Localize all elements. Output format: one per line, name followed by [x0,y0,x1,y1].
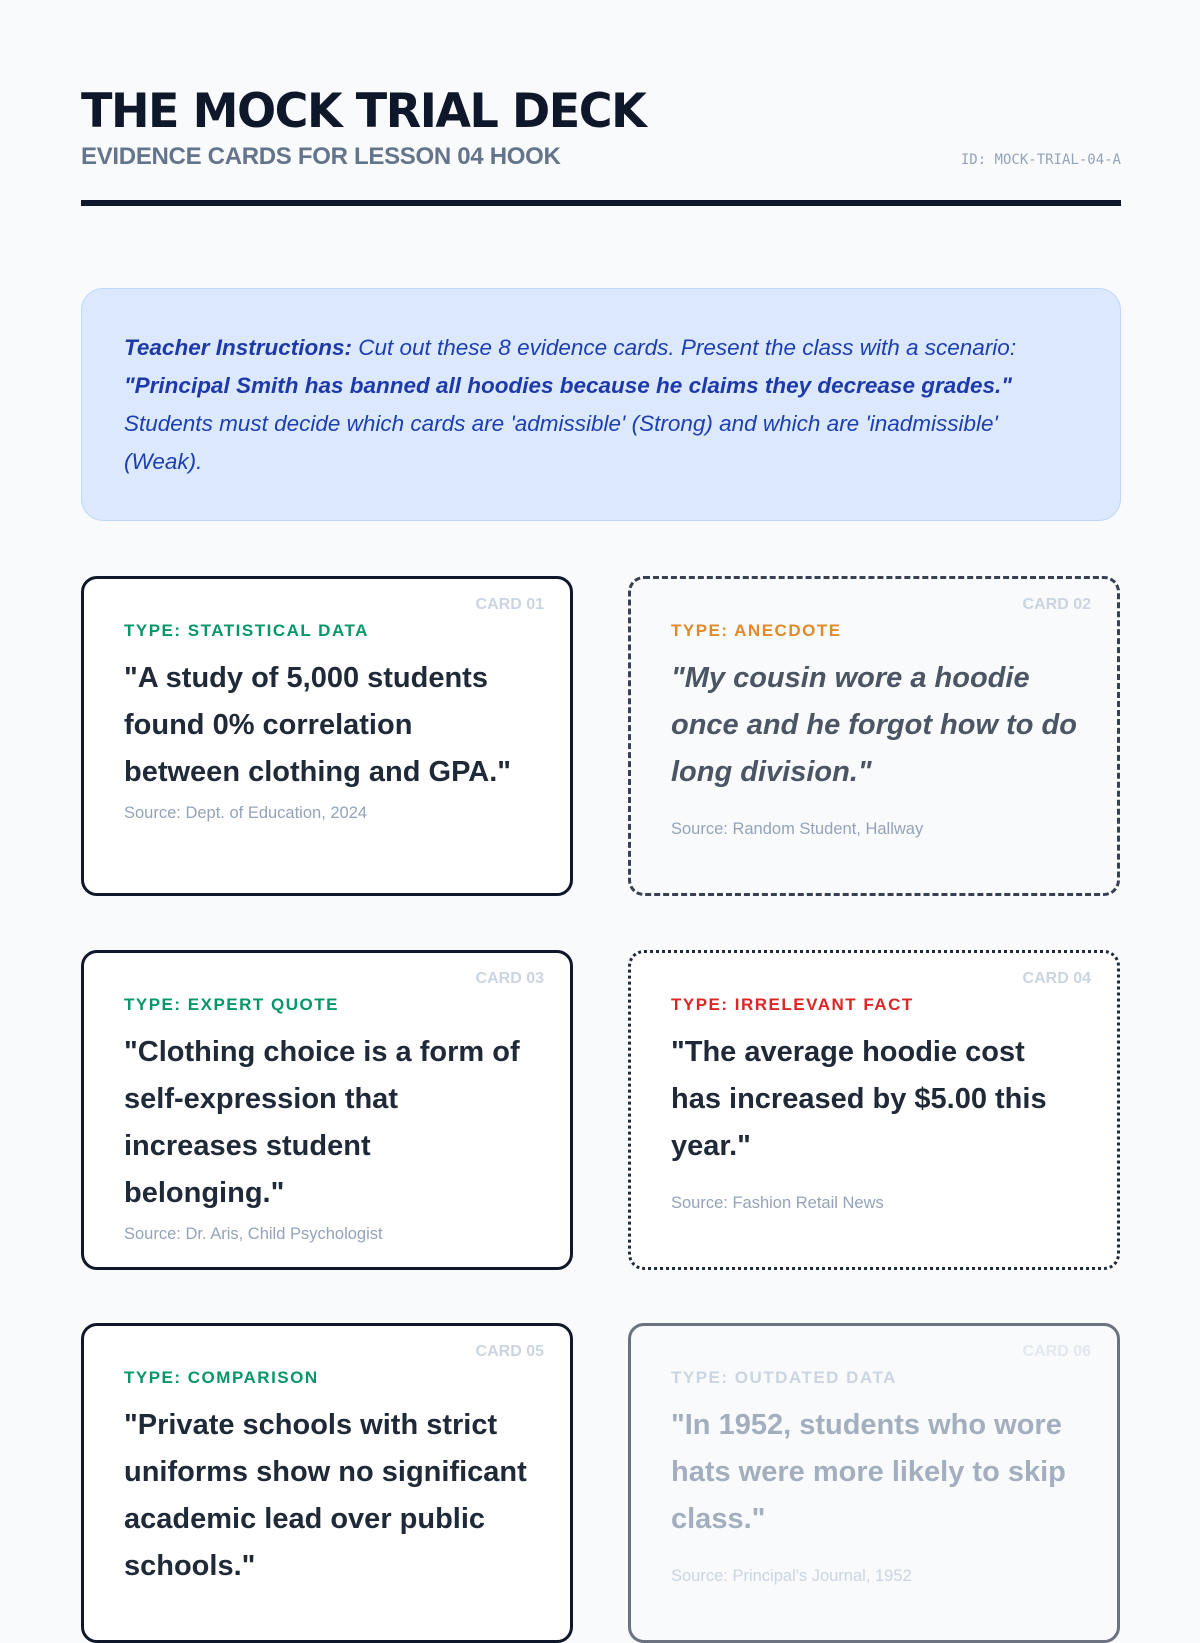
evidence-card-01: CARD 01 TYPE: STATISTICAL DATA "A study … [81,576,573,896]
card-type: TYPE: OUTDATED DATA [671,1368,897,1387]
card-source: Source: Fashion Retail News [671,1194,884,1212]
instructions-text: Cut out these 8 evidence cards. Present … [351,335,1017,360]
card-type: TYPE: STATISTICAL DATA [124,621,369,640]
header-divider [81,200,1121,206]
evidence-card-02: CARD 02 TYPE: ANECDOTE "My cousin wore a… [628,576,1120,896]
evidence-card-03: CARD 03 TYPE: EXPERT QUOTE "Clothing cho… [81,950,573,1270]
evidence-card-04: CARD 04 TYPE: IRRELEVANT FACT "The avera… [628,950,1120,1270]
document-id: ID: MOCK-TRIAL-04-A [960,152,1121,168]
teacher-instructions: Teacher Instructions: Cut out these 8 ev… [81,288,1121,521]
instructions-scenario: "Principal Smith has banned all hoodies … [124,373,1012,398]
card-source: Source: Dept. of Education, 2024 [124,804,368,822]
card-quote: "Clothing choice is a form of self-expre… [124,1036,520,1209]
card-number: CARD 06 [1022,1343,1091,1360]
card-number: CARD 02 [1022,596,1091,613]
card-number: CARD 04 [1022,970,1091,987]
card-quote: "In 1952, students who wore hats were mo… [671,1409,1066,1535]
card-number: CARD 05 [475,1343,544,1360]
card-source: Source: Random Student, Hallway [671,820,924,838]
card-source: Source: Principal's Journal, 1952 [671,1567,912,1585]
card-type: TYPE: ANECDOTE [671,621,842,640]
evidence-card-05: CARD 05 TYPE: COMPARISON "Private school… [81,1323,573,1643]
page-subtitle: EVIDENCE CARDS FOR LESSON 04 HOOK [81,143,561,170]
card-number: CARD 03 [475,970,544,987]
card-quote: "The average hoodie cost has increased b… [671,1036,1047,1162]
card-number: CARD 01 [475,596,544,613]
card-quote: "My cousin wore a hoodie once and he for… [671,662,1077,788]
instructions-label: Teacher Instructions: [124,335,352,360]
card-type: TYPE: IRRELEVANT FACT [671,995,914,1014]
card-quote: "A study of 5,000 students found 0% corr… [124,662,512,788]
card-quote: "Private schools with strict uniforms sh… [124,1409,527,1582]
page-title: THE MOCK TRIAL DECK [81,84,647,139]
evidence-card-06: CARD 06 TYPE: OUTDATED DATA "In 1952, st… [628,1323,1120,1643]
instructions-text-2: Students must decide which cards are 'ad… [124,411,998,474]
card-source: Source: Dr. Aris, Child Psychologist [124,1225,383,1243]
card-type: TYPE: COMPARISON [124,1368,319,1387]
card-type: TYPE: EXPERT QUOTE [124,995,339,1014]
